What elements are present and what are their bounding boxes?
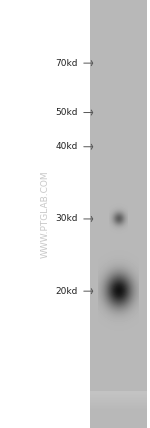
Text: 70kd: 70kd [56, 59, 78, 68]
Text: 40kd: 40kd [56, 142, 78, 151]
Text: 20kd: 20kd [56, 287, 78, 296]
Text: WWW.PTGLAB.COM: WWW.PTGLAB.COM [40, 170, 50, 258]
Text: 30kd: 30kd [56, 214, 78, 223]
Text: 50kd: 50kd [56, 108, 78, 117]
